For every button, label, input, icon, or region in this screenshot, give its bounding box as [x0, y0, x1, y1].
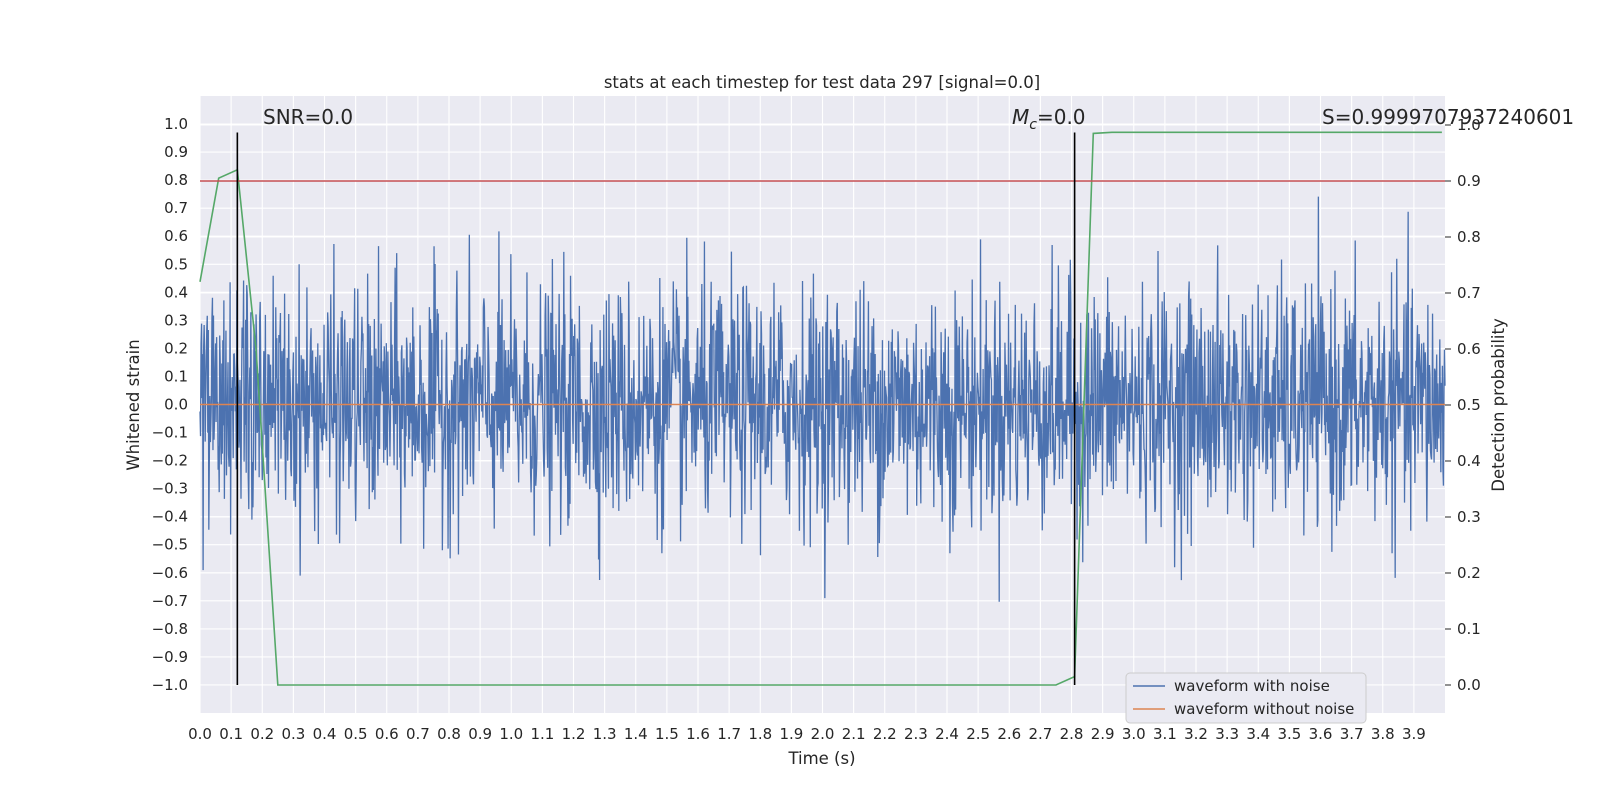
y-tick-label: −0.9 [152, 648, 188, 666]
x-tick-label: 2.9 [1091, 725, 1115, 743]
legend-label-clean: waveform without noise [1174, 700, 1354, 718]
data-layer [199, 131, 1446, 686]
x-tick-label: 0.2 [250, 725, 274, 743]
y-tick-label: 0.0 [164, 396, 188, 414]
x-tick-label: 0.7 [406, 725, 430, 743]
s-annotation: S=0.9999707937240601 [1322, 105, 1574, 129]
x-tick-label: 2.3 [904, 725, 928, 743]
y2-tick-label: 0.7 [1457, 284, 1481, 302]
x-tick-label: 3.4 [1246, 725, 1270, 743]
x-tick-label: 3.8 [1371, 725, 1395, 743]
y-tick-labels: 1.0 0.9 0.8 0.7 0.6 0.5 0.4 0.3 0.2 0.1 0.0 −0.1 −0.… [152, 115, 188, 694]
x-tick-label: 0.4 [313, 725, 337, 743]
x-tick-label: 3.3 [1215, 725, 1239, 743]
y-tick-label: 0.9 [164, 143, 188, 161]
x-tick-label: 0.6 [375, 725, 399, 743]
y-tick-label: −0.8 [152, 620, 188, 638]
y2-tick-label: 0.3 [1457, 508, 1481, 526]
x-tick-label: 2.1 [842, 725, 866, 743]
y-tick-label: 1.0 [164, 115, 188, 133]
x-tick-label: 2.0 [811, 725, 835, 743]
x-tick-label: 0.9 [468, 725, 492, 743]
x-tick-label: 2.5 [966, 725, 990, 743]
x-tick-label: 1.2 [562, 725, 586, 743]
y2-axis-label: Detection probability [1489, 318, 1508, 492]
y2-tick-label: 0.5 [1457, 396, 1481, 414]
x-tick-label: 3.1 [1153, 725, 1177, 743]
x-tick-label: 1.3 [593, 725, 617, 743]
x-axis-label: Time (s) [787, 749, 855, 768]
y-tick-label: 0.2 [164, 339, 188, 357]
chart-title: stats at each timestep for test data 297… [604, 73, 1040, 92]
x-tick-label: 3.6 [1309, 725, 1333, 743]
mc-subscript: c [1029, 117, 1037, 133]
y-tick-label: −0.5 [152, 536, 188, 554]
legend-box [1125, 672, 1367, 724]
x-tick-label: 1.7 [717, 725, 741, 743]
x-tick-label: 1.1 [530, 725, 554, 743]
y-tick-label: 0.6 [164, 227, 188, 245]
snr-annotation: SNR=0.0 [263, 105, 353, 129]
y-tick-label: 0.8 [164, 171, 188, 189]
mc-value: =0.0 [1037, 105, 1086, 129]
y2-tick-label: 0.9 [1457, 172, 1481, 190]
x-tick-label: 3.9 [1402, 725, 1426, 743]
y-tick-label: 0.1 [164, 367, 188, 385]
y2-tick-labels: 1.0 0.9 0.8 0.7 0.6 0.5 0.4 0.3 0.2 0.1 0.0 [1445, 116, 1481, 694]
x-tick-label: 2.6 [997, 725, 1021, 743]
x-tick-label: 1.9 [779, 725, 803, 743]
y-tick-label: −1.0 [152, 676, 188, 694]
legend: waveform with noise waveform without noi… [1125, 672, 1367, 724]
y-tick-label: 0.7 [164, 199, 188, 217]
x-tick-label: 0.5 [344, 725, 368, 743]
mc-symbol: M [1012, 105, 1029, 129]
x-tick-label: 1.6 [686, 725, 710, 743]
x-tick-label: 3.0 [1122, 725, 1146, 743]
mc-annotation: Mc=0.0 [1012, 105, 1086, 133]
legend-label-noise: waveform with noise [1174, 677, 1330, 695]
y-axis-label: Whitened strain [124, 339, 143, 470]
y2-tick-label: 0.8 [1457, 228, 1481, 246]
x-tick-label: 1.8 [748, 725, 772, 743]
x-tick-label: 0.1 [219, 725, 243, 743]
x-tick-label: 3.2 [1184, 725, 1208, 743]
y-tick-label: −0.6 [152, 564, 188, 582]
x-tick-label: 0.0 [188, 725, 212, 743]
x-tick-label: 3.7 [1340, 725, 1364, 743]
y2-tick-label: 0.1 [1457, 620, 1481, 638]
y-tick-label: −0.4 [152, 508, 188, 526]
y2-tick-label: 0.2 [1457, 564, 1481, 582]
y-tick-label: −0.7 [152, 592, 188, 610]
y2-tick-label: 0.4 [1457, 452, 1481, 470]
y2-tick-label: 0.0 [1457, 676, 1481, 694]
x-tick-label: 0.3 [281, 725, 305, 743]
y2-tick-label: 1.0 [1457, 116, 1481, 134]
y-tick-label: 0.5 [164, 255, 188, 273]
x-tick-label: 2.4 [935, 725, 959, 743]
y-tick-label: −0.3 [152, 480, 188, 498]
y-tick-label: 0.4 [164, 283, 188, 301]
x-tick-label: 1.5 [655, 725, 679, 743]
x-tick-labels: 0.0 0.1 0.2 0.3 0.4 0.5 0.6 0.7 0.8 0.9 1.0 1.1 1.2 1… [188, 725, 1426, 743]
x-tick-label: 2.2 [873, 725, 897, 743]
y2-tick-label: 0.6 [1457, 340, 1481, 358]
x-tick-label: 1.4 [624, 725, 648, 743]
x-tick-label: 1.0 [499, 725, 523, 743]
x-tick-label: 2.7 [1028, 725, 1052, 743]
x-tick-label: 2.8 [1060, 725, 1084, 743]
x-tick-label: 3.5 [1277, 725, 1301, 743]
y-tick-label: 0.3 [164, 311, 188, 329]
y-tick-label: −0.2 [152, 452, 188, 470]
y-tick-label: −0.1 [152, 424, 188, 442]
x-tick-label: 0.8 [437, 725, 461, 743]
